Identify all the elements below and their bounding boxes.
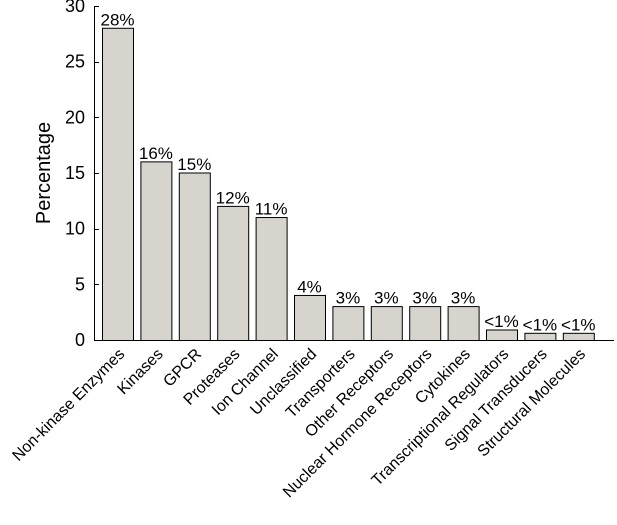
bar-value-label: 15% [177,155,211,174]
bar-value-label: 28% [100,10,134,29]
y-tick-label: 15 [65,163,85,183]
bar-value-label: 11% [255,200,288,219]
bar [140,161,173,341]
bar [332,306,365,342]
bar-value-label: 4% [297,277,322,296]
bar [486,329,518,342]
x-axis-categories: Non-kinase EnzymesKinasesGPCRProteasesIo… [9,346,589,501]
bar-value-label: 3% [336,289,361,308]
bar [524,332,557,342]
bar [102,27,134,342]
x-category-label: Non-kinase Enzymes [9,346,128,465]
bar-value-label: 3% [412,289,437,308]
bar-value-label: <1% [561,315,596,334]
bar [370,306,403,342]
bars [102,27,595,342]
y-tick-label: 30 [65,0,85,16]
bar [294,294,326,342]
y-tick-label: 20 [65,107,85,127]
y-tick-label: 0 [75,330,85,350]
bar [178,172,211,341]
bar-value-label: 3% [374,289,399,308]
bar-value-label: 3% [451,289,476,308]
bar-value-label: <1% [484,312,519,331]
bar [447,306,480,342]
y-axis-ticks: 0 5 10 15 20 25 30 [65,0,99,350]
bar [217,205,250,341]
y-tick-label: 5 [75,274,85,294]
y-tick-label: 25 [65,52,85,72]
bar [562,332,595,342]
y-tick-label: 10 [65,219,85,239]
bar-value-label: <1% [523,315,558,334]
bar-value-label: 16% [139,144,173,163]
bar [255,217,288,342]
bar-value-label: 12% [216,188,250,207]
data-labels: 28%16%15%12%11%4%3% 3% 3% 3%<1% <1% <1% [100,10,595,334]
bar [409,306,442,342]
y-axis-label: Percentage [33,122,55,224]
